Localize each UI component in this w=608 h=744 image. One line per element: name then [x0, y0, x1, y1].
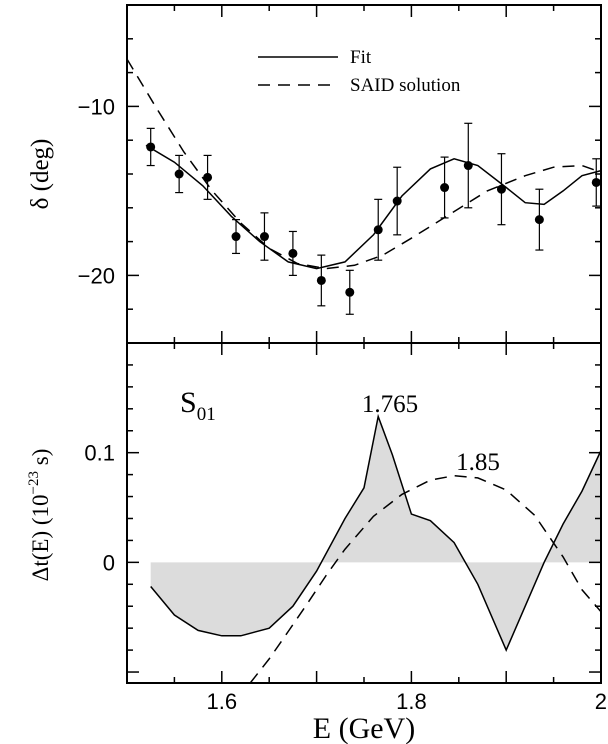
top-ytick-label: −10	[78, 94, 115, 119]
bottom-series	[150, 413, 602, 684]
data-point	[316, 275, 326, 285]
shaded-region	[150, 416, 601, 651]
data-point	[496, 184, 506, 194]
data-point	[373, 225, 383, 235]
data-point	[591, 177, 601, 187]
bottom-said-line	[249, 474, 602, 684]
peak-label-1765: 1.765	[362, 391, 418, 418]
bottom-shaded-area	[150, 416, 601, 651]
bottom-ylabel: Δt(E) (10−23 s)	[26, 449, 53, 582]
bottom-ytick-label: 0	[103, 550, 115, 575]
data-point	[345, 287, 355, 297]
legend-said-label: SAID solution	[350, 75, 461, 96]
top-panel: −10 −20 δ (deg) Fit SAID solution	[27, 4, 602, 344]
top-ylabel: δ (deg)	[27, 139, 54, 210]
bottom-xtick-label: 2	[595, 689, 607, 714]
data-point	[288, 248, 298, 258]
s01-annotation: S01	[180, 386, 216, 425]
data-point	[146, 142, 156, 152]
bottom-panel: 00.1 1.6 1.8 2 Δt(E) (10−23 s) S01 1.765 1…	[26, 342, 607, 744]
legend: Fit SAID solution	[258, 47, 461, 96]
bottom-ytick-labels: 00.1	[84, 441, 115, 576]
top-ticks	[126, 4, 602, 344]
bottom-ticks	[126, 342, 602, 683]
bottom-xtick-labels: 1.6 1.8 2	[207, 689, 607, 714]
top-said-line	[126, 58, 602, 270]
data-point	[174, 169, 184, 179]
data-point	[231, 232, 241, 242]
legend-fit-label: Fit	[350, 47, 372, 68]
data-point	[392, 196, 402, 206]
data-point	[259, 232, 269, 242]
top-ytick-labels: −10 −20	[78, 94, 115, 288]
bottom-xtick-label: 1.8	[396, 689, 427, 714]
data-point	[203, 172, 213, 182]
top-series	[126, 58, 602, 270]
x-axis-label: E (GeV)	[313, 712, 415, 744]
peak-label-185: 1.85	[456, 449, 500, 476]
bottom-xtick-label: 1.6	[207, 689, 238, 714]
top-fit-line	[145, 144, 602, 270]
top-ytick-label: −20	[78, 263, 115, 288]
top-data-points	[146, 122, 601, 315]
bottom-ytick-label: 0.1	[84, 441, 115, 466]
data-point	[440, 183, 450, 193]
bottom-fit-line	[150, 413, 602, 652]
data-point	[463, 161, 473, 171]
data-point	[534, 215, 544, 225]
